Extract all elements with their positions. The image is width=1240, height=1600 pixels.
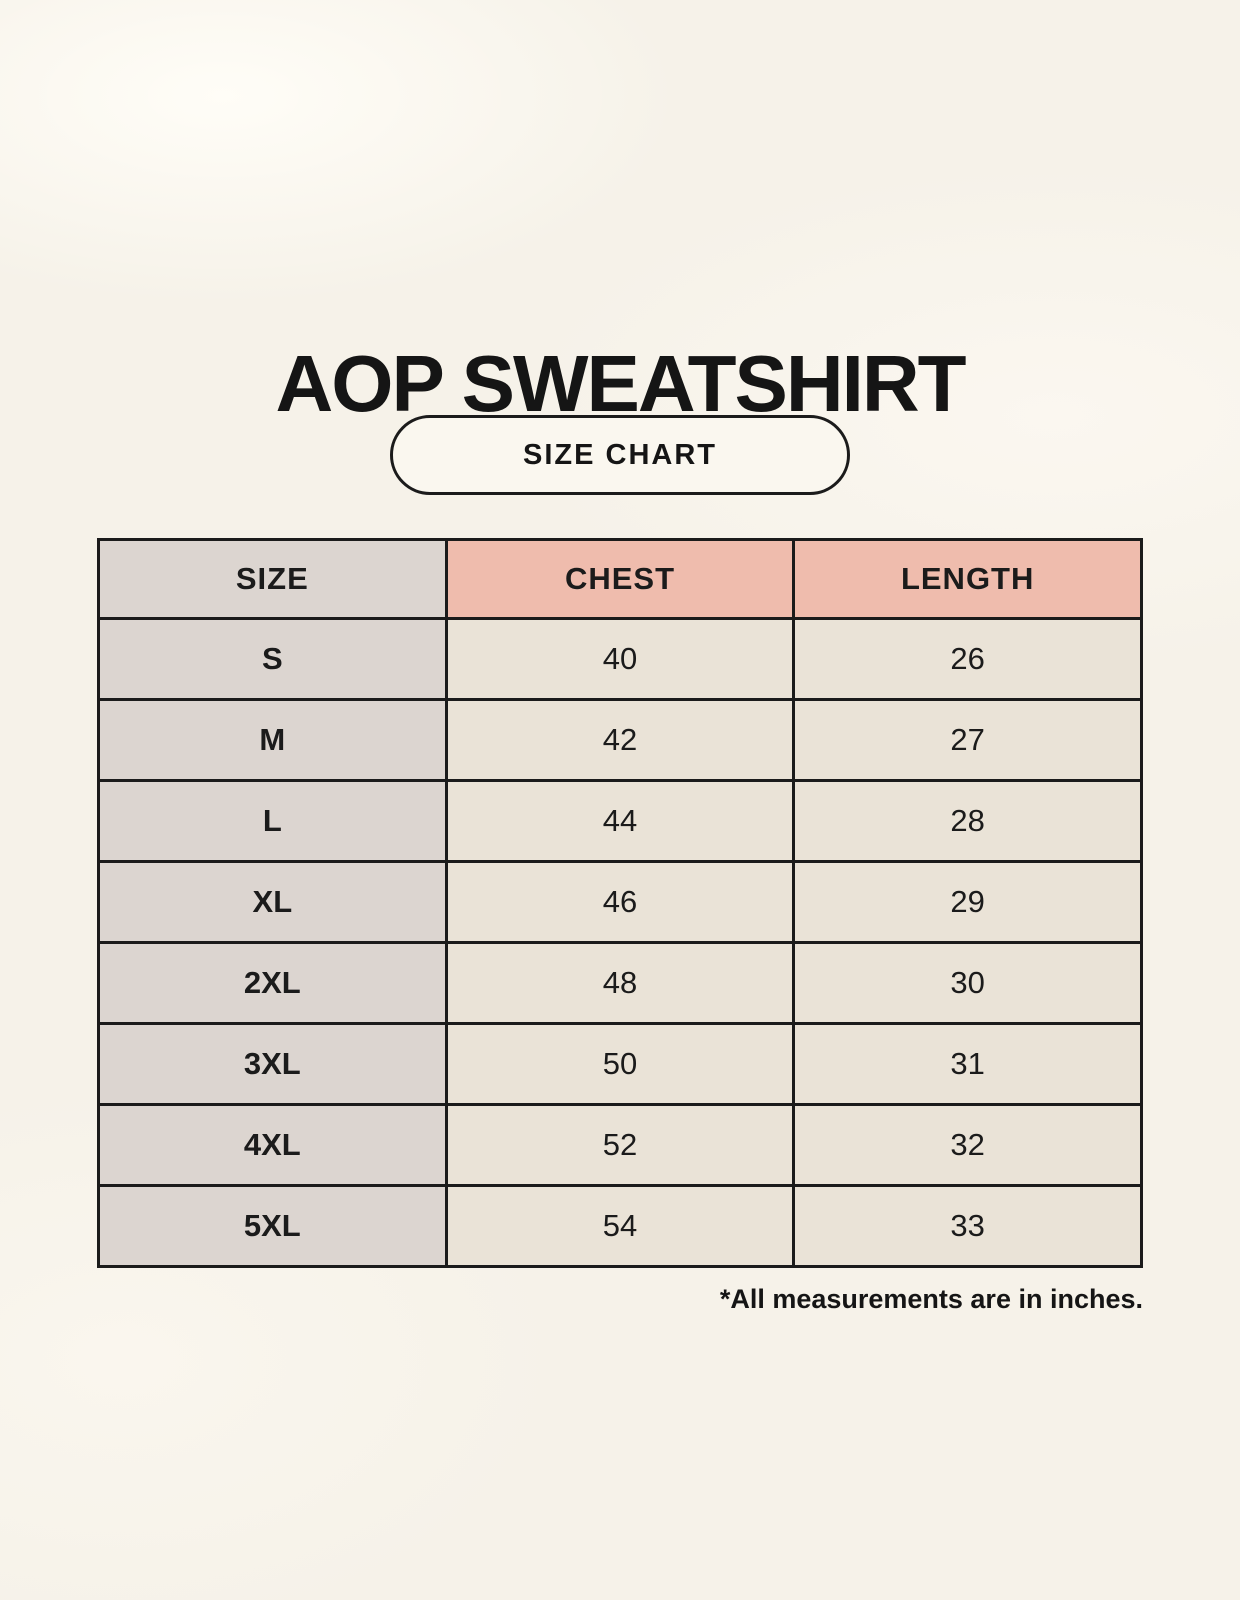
size-chart-badge: SIZE CHART — [390, 415, 850, 495]
column-header-chest: CHEST — [444, 538, 796, 620]
chest-value-cell: 48 — [444, 941, 796, 1025]
length-value-cell: 30 — [792, 941, 1143, 1025]
size-label-cell: L — [97, 779, 448, 863]
table-row: 4XL 52 32 — [97, 1103, 1143, 1187]
length-value-cell: 27 — [792, 698, 1143, 782]
length-value-cell: 28 — [792, 779, 1143, 863]
chest-value-cell: 54 — [444, 1184, 796, 1268]
length-value-cell: 29 — [792, 860, 1143, 944]
measurements-footnote: *All measurements are in inches. — [719, 1284, 1143, 1314]
chest-value-cell: 46 — [444, 860, 796, 944]
chest-value-cell: 52 — [444, 1103, 796, 1187]
size-table-container: SIZE CHEST LENGTH S 40 26 M 42 27 L 44 28 XL 46 29 2… — [97, 538, 1143, 1268]
chest-value-cell: 44 — [444, 779, 796, 863]
length-value-cell: 31 — [792, 1022, 1143, 1106]
table-row: 5XL 54 33 — [97, 1184, 1143, 1268]
table-row: 2XL 48 30 — [97, 941, 1143, 1025]
size-label-cell: 2XL — [97, 941, 448, 1025]
size-label-cell: XL — [97, 860, 448, 944]
table-header-row: SIZE CHEST LENGTH — [97, 538, 1143, 620]
size-label-cell: S — [97, 617, 448, 701]
size-label-cell: 4XL — [97, 1103, 448, 1187]
size-table: SIZE CHEST LENGTH S 40 26 M 42 27 L 44 28 XL 46 29 2… — [97, 538, 1143, 1268]
size-chart-badge-label: SIZE CHART — [523, 438, 717, 471]
length-value-cell: 32 — [792, 1103, 1143, 1187]
column-header-size: SIZE — [97, 538, 448, 620]
table-row: 3XL 50 31 — [97, 1022, 1143, 1106]
size-label-cell: 5XL — [97, 1184, 448, 1268]
table-row: L 44 28 — [97, 779, 1143, 863]
length-value-cell: 26 — [792, 617, 1143, 701]
table-row: XL 46 29 — [97, 860, 1143, 944]
chest-value-cell: 40 — [444, 617, 796, 701]
length-value-cell: 33 — [792, 1184, 1143, 1268]
chest-value-cell: 50 — [444, 1022, 796, 1106]
column-header-length: LENGTH — [792, 538, 1143, 620]
size-label-cell: 3XL — [97, 1022, 448, 1106]
page-title: AOP SWEATSHIRT — [275, 338, 966, 428]
size-label-cell: M — [97, 698, 448, 782]
table-row: S 40 26 — [97, 617, 1143, 701]
table-row: M 42 27 — [97, 698, 1143, 782]
chest-value-cell: 42 — [444, 698, 796, 782]
size-table-body: S 40 26 M 42 27 L 44 28 XL 46 29 2XL 48 30 3XL 50 31 4XL 52… — [97, 617, 1143, 1268]
